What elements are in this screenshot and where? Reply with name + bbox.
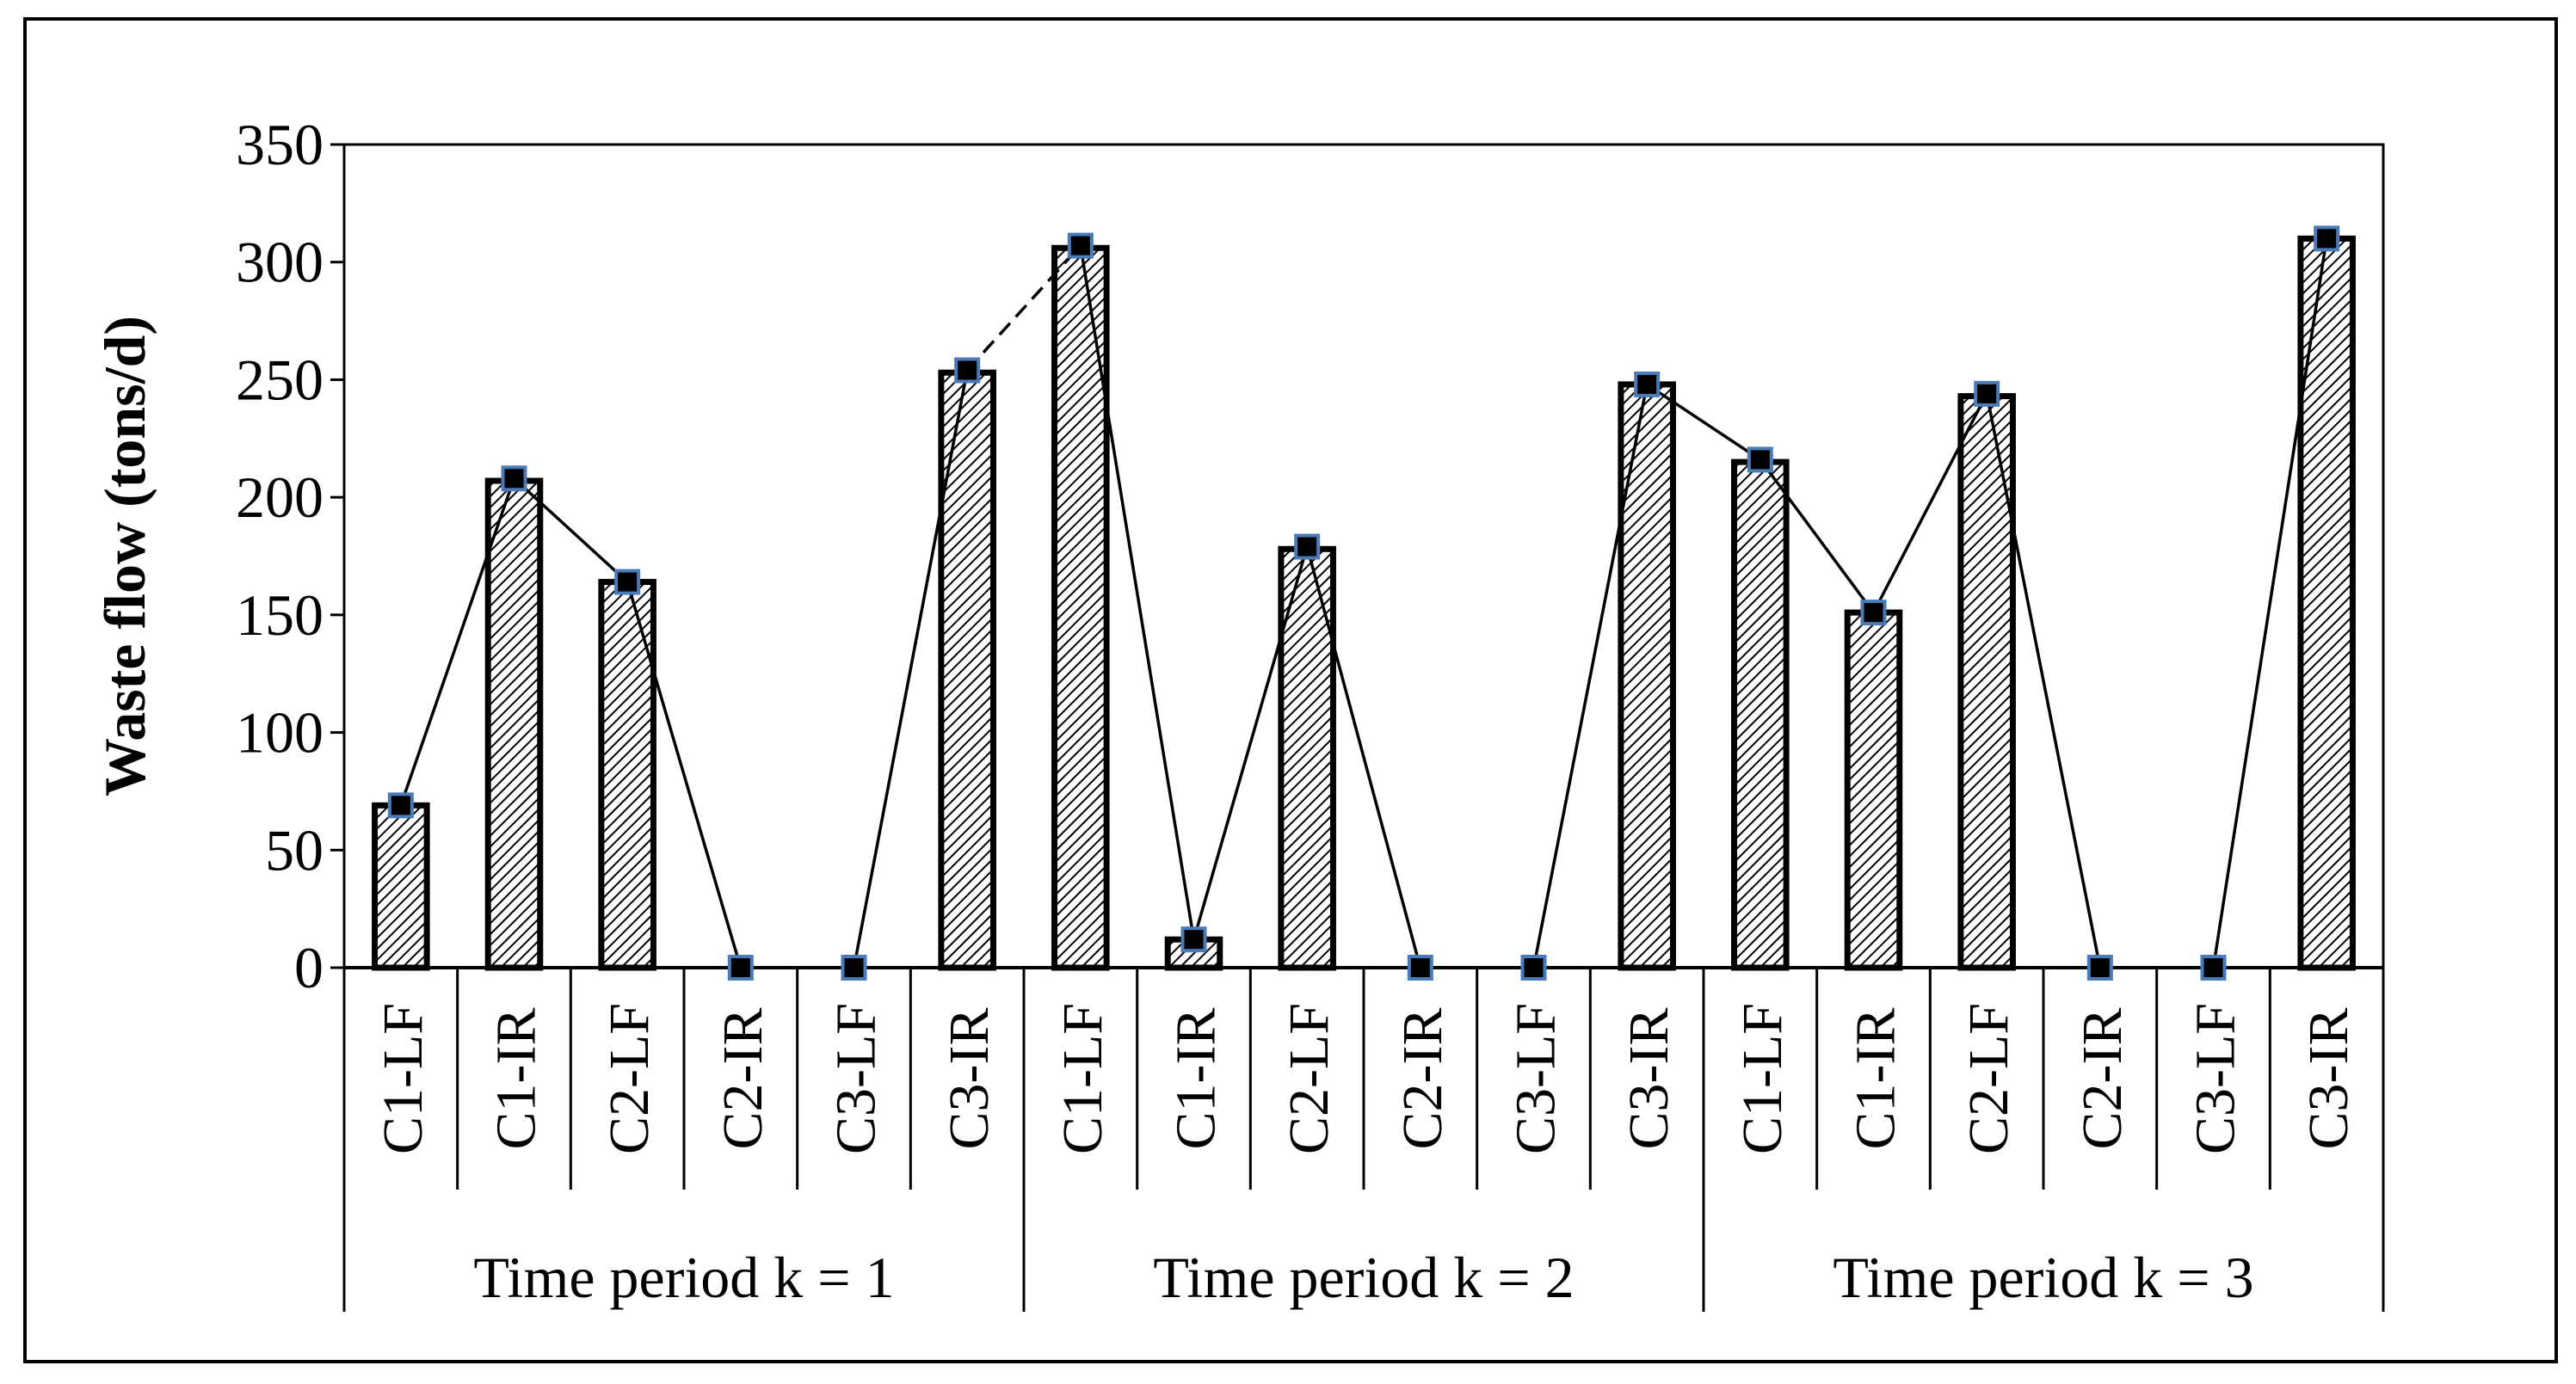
bar xyxy=(1731,458,1790,971)
line-segment xyxy=(1985,393,2102,969)
line-segment xyxy=(1192,546,1309,940)
group-label: Time period k = 1 xyxy=(473,1245,894,1310)
line-segment xyxy=(1305,546,1422,969)
category-label: C2-IR xyxy=(712,1008,774,1150)
line-marker xyxy=(1974,380,2000,407)
category-label: C1-IR xyxy=(1845,1008,1907,1150)
line-marker xyxy=(1407,955,1433,981)
line-segment xyxy=(1646,383,1761,461)
line-marker xyxy=(387,792,414,819)
line-marker xyxy=(1860,600,1887,626)
line-marker xyxy=(501,465,527,492)
category-label: C2-IR xyxy=(1391,1008,1454,1150)
line-marker xyxy=(2314,225,2340,252)
line-segment xyxy=(513,477,629,583)
category-label: C3-LF xyxy=(1505,1003,1568,1154)
bar xyxy=(1957,393,2016,971)
category-label: C3-LF xyxy=(2185,1003,2247,1154)
line-marker xyxy=(1747,446,1773,473)
category-label: C3-IR xyxy=(938,1008,1001,1150)
category-label: C1-IR xyxy=(1165,1008,1228,1150)
line-marker xyxy=(1294,533,1321,560)
line-marker xyxy=(841,955,867,981)
line-segment xyxy=(626,581,743,969)
category-label: C3-IR xyxy=(2297,1008,2360,1150)
category-label: C2-IR xyxy=(2071,1008,2134,1150)
line-segment xyxy=(1759,458,1875,614)
bar xyxy=(1844,609,1903,971)
line-series xyxy=(387,225,2340,981)
y-tick-label: 350 xyxy=(236,112,324,177)
line-marker xyxy=(727,955,754,981)
line-segment xyxy=(1531,384,1649,969)
line-marker xyxy=(2086,955,2113,981)
category-label: C1-LF xyxy=(372,1003,434,1154)
line-segment xyxy=(1871,393,1988,613)
category-label: C2-LF xyxy=(598,1003,661,1154)
line-segment-dashed xyxy=(965,244,1082,372)
y-tick-label: 50 xyxy=(265,817,324,883)
category-label: C2-LF xyxy=(1957,1003,2020,1154)
category-label: C1-LF xyxy=(1051,1003,1114,1154)
y-tick-label: 100 xyxy=(236,700,324,766)
line-marker xyxy=(2200,955,2227,981)
line-segment xyxy=(399,477,516,806)
category-label: C1-IR xyxy=(485,1008,548,1150)
labels: 0 50 100 150 200 250 300 350 Waste flow (tons/d)… xyxy=(92,112,2360,1310)
bars xyxy=(372,235,2356,971)
bar xyxy=(1278,545,1336,971)
line-marker xyxy=(1180,926,1207,953)
y-tick-label: 250 xyxy=(236,347,324,412)
axes xyxy=(330,143,2385,1312)
group-label: Time period k = 2 xyxy=(1153,1245,1574,1310)
line-marker xyxy=(1520,955,1547,981)
category-label: C1-LF xyxy=(1731,1003,1794,1154)
bar xyxy=(372,802,430,971)
y-tick-label: 300 xyxy=(236,230,324,295)
category-label: C2-LF xyxy=(1278,1003,1340,1154)
line-segment xyxy=(852,370,969,969)
bar xyxy=(484,477,544,971)
line-marker xyxy=(1634,371,1661,397)
y-tick-label: 200 xyxy=(236,464,324,530)
line-marker xyxy=(954,357,981,384)
line-marker xyxy=(614,569,641,595)
line-segment xyxy=(1079,245,1196,940)
category-label: C3-IR xyxy=(1618,1008,1680,1150)
line-segment xyxy=(2211,238,2328,969)
y-tick-label: 150 xyxy=(236,582,324,648)
y-tick-label: 0 xyxy=(294,935,324,1000)
category-label: C3-LF xyxy=(825,1003,888,1154)
bar xyxy=(1051,244,1110,971)
line-marker xyxy=(1067,232,1094,259)
group-label: Time period k = 3 xyxy=(1833,1245,2253,1310)
y-axis-title: Waste flow (tons/d) xyxy=(92,316,157,797)
